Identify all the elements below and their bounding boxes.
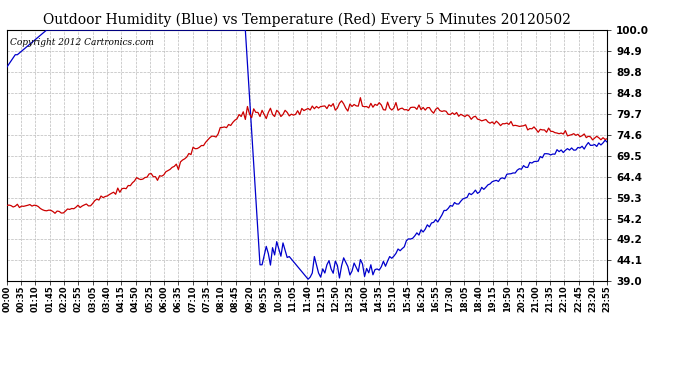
Text: Copyright 2012 Cartronics.com: Copyright 2012 Cartronics.com (10, 38, 154, 46)
Title: Outdoor Humidity (Blue) vs Temperature (Red) Every 5 Minutes 20120502: Outdoor Humidity (Blue) vs Temperature (… (43, 13, 571, 27)
